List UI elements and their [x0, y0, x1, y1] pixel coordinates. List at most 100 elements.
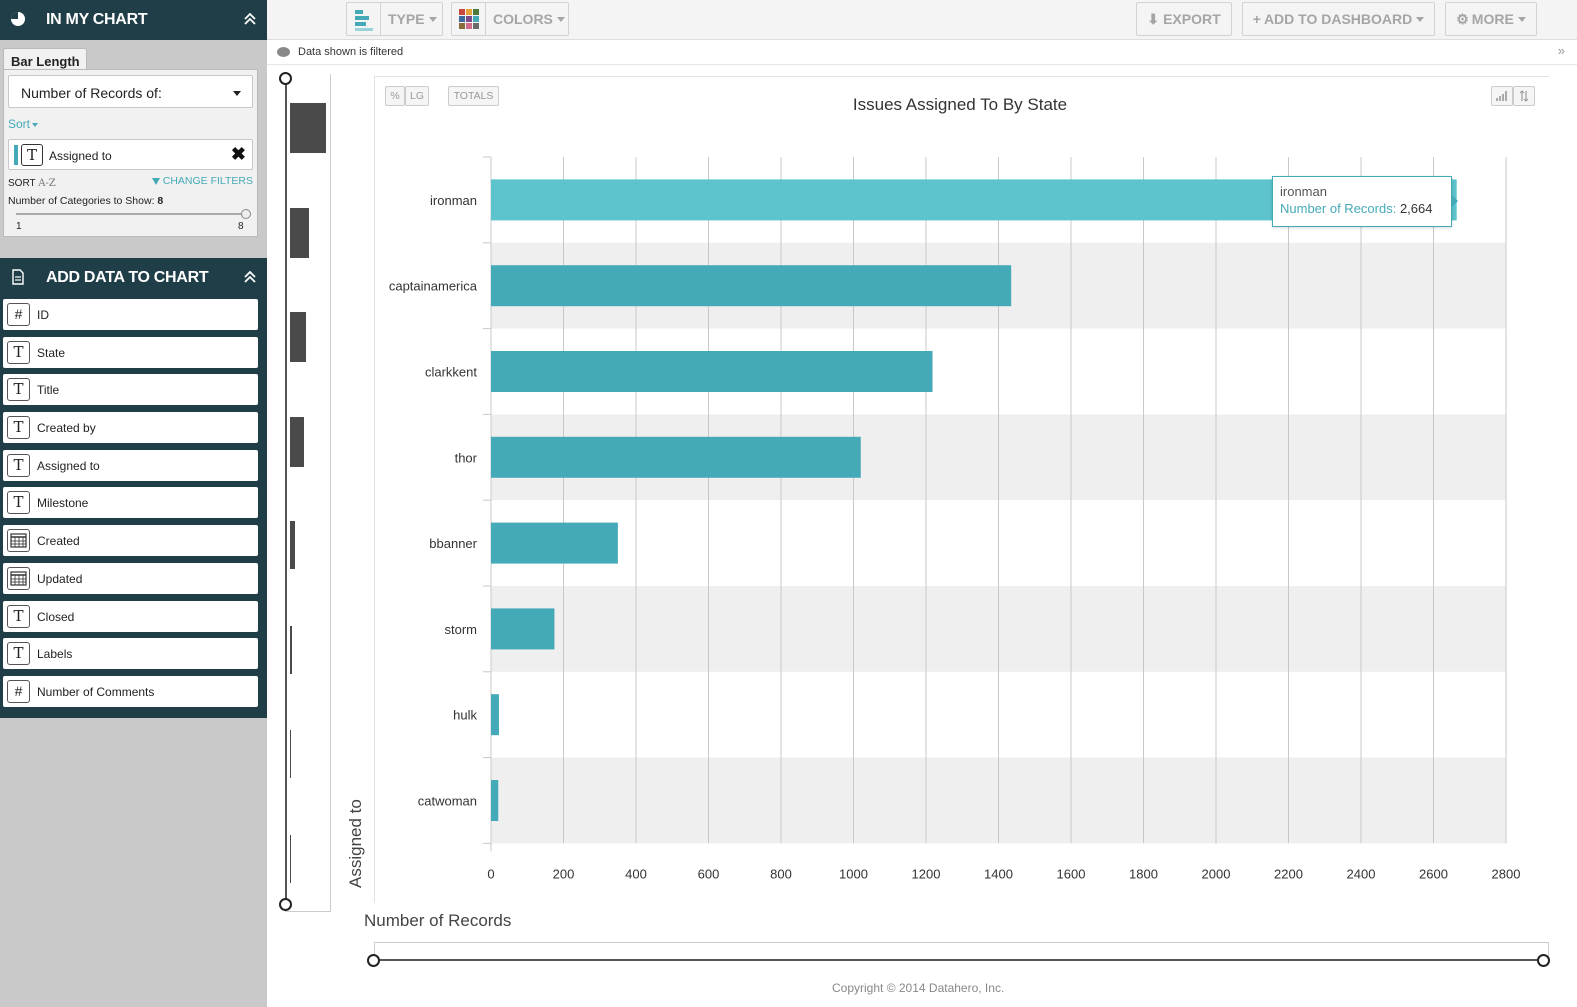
bar-bbanner[interactable] — [491, 522, 618, 564]
remove-icon[interactable]: ✖ — [230, 144, 246, 164]
field-list: # ID T State T Title T Created by T Assigned to T M… — [3, 299, 258, 714]
number-type-icon: # — [7, 303, 30, 326]
collapse-up-icon[interactable] — [241, 268, 259, 286]
toolbar: TYPE COLORS ⬇ EXPORT + ADD TO DASHBOARD ⚙ M… — [267, 0, 1577, 40]
field-item[interactable]: T State — [3, 336, 258, 368]
add-data-header[interactable]: ADD DATA TO CHART — [0, 258, 267, 298]
caret-down-icon — [1416, 16, 1425, 22]
category-label: catwoman — [418, 794, 477, 809]
horizontal-scroll-track[interactable] — [374, 959, 1546, 961]
x-tick-label: 600 — [698, 866, 720, 881]
download-icon: ⬇ — [1147, 10, 1160, 27]
filter-icon — [151, 177, 160, 185]
field-name: Updated — [37, 571, 83, 586]
categories-label-text: Number of Categories to Show: — [8, 195, 155, 207]
bar-thor[interactable] — [491, 436, 861, 478]
collapse-up-icon[interactable] — [241, 10, 259, 28]
field-item[interactable]: T Labels — [3, 638, 258, 670]
calendar-icon — [7, 529, 30, 553]
field-item[interactable]: # ID — [3, 299, 258, 330]
bar-clarkkent[interactable] — [491, 351, 933, 392]
type-button[interactable]: TYPE — [346, 2, 443, 36]
category-label: ironman — [430, 193, 477, 208]
chart-frame — [374, 76, 1549, 903]
text-type-icon: T — [7, 416, 30, 440]
mini-bar — [290, 312, 307, 362]
measure-select-value: Number of Records of: — [21, 85, 162, 101]
field-item[interactable]: T Assigned to — [3, 449, 258, 481]
text-type-icon: T — [7, 453, 30, 477]
sort-arrows-icon[interactable] — [1513, 86, 1535, 106]
scroll-handle-top[interactable] — [279, 72, 292, 85]
field-item[interactable]: T Closed — [3, 600, 258, 632]
totals-toggle[interactable]: TOTALS — [448, 86, 499, 106]
bar-catwoman[interactable] — [491, 780, 499, 821]
chart-config-panel: Number of Records of: Sort T Assigned to… — [3, 69, 258, 237]
tooltip-category: ironman — [1280, 184, 1327, 199]
lg-toggle[interactable]: LG — [405, 86, 429, 106]
scroll-handle-right[interactable] — [1537, 954, 1550, 967]
field-item[interactable]: T Title — [3, 374, 258, 406]
bar-captainamerica[interactable] — [491, 265, 1012, 307]
tooltip-value: 2,664 — [1399, 201, 1433, 216]
colors-button[interactable]: COLORS — [451, 2, 569, 36]
x-tick-label: 1000 — [839, 866, 868, 881]
field-item[interactable]: T Created by — [3, 412, 258, 444]
category-label: clarkkent — [425, 365, 477, 380]
filter-bar: Data shown is filtered » — [267, 41, 1577, 65]
scroll-handle-bottom[interactable] — [279, 898, 292, 911]
slider-max-label: 8 — [238, 221, 244, 232]
scroll-handle-left[interactable] — [367, 954, 380, 967]
x-tick-label: 2400 — [1347, 866, 1376, 881]
field-name: State — [37, 345, 66, 360]
field-item[interactable]: Updated — [3, 562, 258, 594]
chart-title: Issues Assigned To By State — [853, 95, 1067, 114]
add-data-title: ADD DATA TO CHART — [46, 269, 209, 286]
field-name: Milestone — [37, 496, 89, 511]
tooltip-measure-label: Number of Records: — [1280, 201, 1397, 216]
categories-slider[interactable] — [16, 209, 251, 219]
field-name: Labels — [37, 647, 73, 662]
x-tick-label: 1600 — [1057, 866, 1086, 881]
more-button[interactable]: ⚙ MORE — [1445, 2, 1537, 36]
vertical-scroll-track[interactable] — [285, 78, 287, 906]
expand-right-icon[interactable]: » — [1557, 43, 1565, 58]
field-item[interactable]: Created — [3, 525, 258, 557]
x-axis-title: Number of Records — [364, 911, 511, 930]
x-tick-label: 800 — [770, 866, 792, 881]
field-item[interactable]: # Number of Comments — [3, 675, 258, 707]
change-filters-link[interactable]: CHANGE FILTERS — [151, 175, 253, 187]
mini-bar — [290, 730, 291, 778]
categories-label: Number of Categories to Show: 8 — [8, 195, 163, 207]
horizontal-scroll-frame — [374, 942, 1549, 960]
bar-storm[interactable] — [491, 608, 555, 650]
pie-chart-icon — [11, 12, 25, 26]
in-my-chart-header[interactable]: IN MY CHART — [0, 0, 267, 40]
field-item[interactable]: T Milestone — [3, 487, 258, 519]
sort-link-label: Sort — [8, 117, 31, 131]
type-label: TYPE — [388, 11, 425, 27]
in-my-chart-panel: Bar Length Number of Records of: Sort T … — [0, 40, 267, 245]
categories-value: 8 — [157, 195, 164, 207]
add-to-dashboard-button[interactable]: + ADD TO DASHBOARD — [1242, 2, 1435, 36]
measure-select[interactable]: Number of Records of: — [8, 75, 253, 108]
dimension-pill[interactable]: T Assigned to ✖ — [8, 139, 253, 170]
sort-order[interactable]: SORT A-Z — [8, 178, 56, 189]
field-name: Assigned to — [37, 458, 100, 473]
slider-min-label: 1 — [16, 221, 22, 232]
sort-order-value: A-Z — [38, 178, 56, 189]
percent-toggle[interactable]: % — [385, 86, 405, 106]
sort-order-label: SORT — [8, 178, 36, 189]
more-label: MORE — [1471, 11, 1514, 27]
add-to-dashboard-label: ADD TO DASHBOARD — [1263, 11, 1413, 27]
signal-icon[interactable] — [1491, 86, 1513, 106]
caret-down-icon — [233, 91, 241, 96]
slider-knob[interactable] — [241, 209, 251, 219]
category-label: storm — [445, 622, 478, 637]
export-button[interactable]: ⬇ EXPORT — [1136, 2, 1232, 36]
sort-dropdown[interactable]: Sort — [8, 117, 39, 131]
bar-hulk[interactable] — [491, 694, 499, 736]
text-type-icon: T — [7, 340, 30, 364]
x-tick-label: 2200 — [1274, 866, 1303, 881]
mini-bar — [290, 834, 291, 883]
